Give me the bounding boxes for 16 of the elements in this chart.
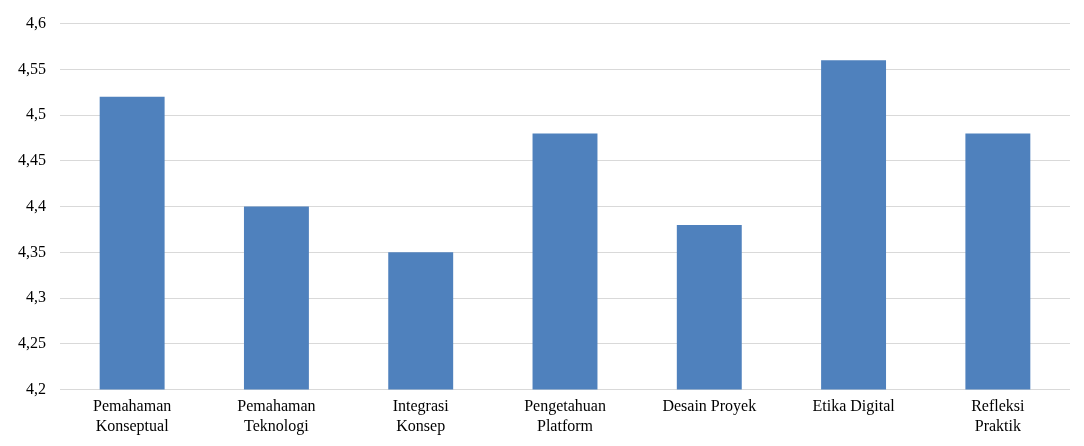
x-tick-label: Pengetahuan Platform xyxy=(524,397,606,434)
x-tick-label: Etika Digital xyxy=(812,397,896,416)
y-tick-label: 4,4 xyxy=(26,196,46,214)
x-tick-label: Pemahaman Teknologi xyxy=(237,397,316,435)
y-tick-label: 4,5 xyxy=(26,105,46,123)
x-tick-label: Desain Proyek xyxy=(662,397,757,416)
x-tick-label: Pemahaman Konseptual xyxy=(93,397,172,435)
y-tick-label: 4,25 xyxy=(18,334,46,352)
y-tick-label: 4,35 xyxy=(18,242,46,260)
y-tick-label: 4,45 xyxy=(18,151,46,169)
x-tick-label: Integrasi Konsep xyxy=(392,397,450,435)
y-tick-label: 4,3 xyxy=(26,288,46,306)
y-tick-label: 4,2 xyxy=(26,379,46,397)
x-tick-label: Refleksi Praktik xyxy=(971,397,1026,434)
y-tick-label: 4,6 xyxy=(26,13,46,31)
y-tick-label: 4,55 xyxy=(18,59,46,77)
